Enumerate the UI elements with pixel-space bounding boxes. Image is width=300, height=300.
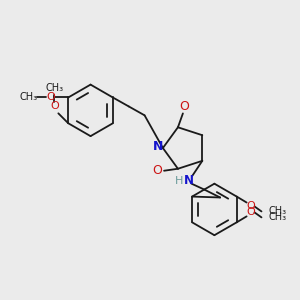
Text: O: O (50, 101, 59, 111)
Text: CH₃: CH₃ (45, 82, 63, 93)
Text: O: O (246, 207, 255, 218)
Text: O: O (46, 92, 55, 103)
Text: CH₃: CH₃ (20, 92, 38, 103)
Text: N: N (183, 174, 194, 187)
Text: CH₃: CH₃ (268, 212, 286, 222)
Text: O: O (179, 100, 189, 113)
Text: O: O (152, 164, 162, 177)
Text: O: O (246, 202, 255, 212)
Text: N: N (153, 140, 163, 152)
Text: H: H (175, 176, 184, 186)
Text: CH₃: CH₃ (268, 206, 286, 216)
